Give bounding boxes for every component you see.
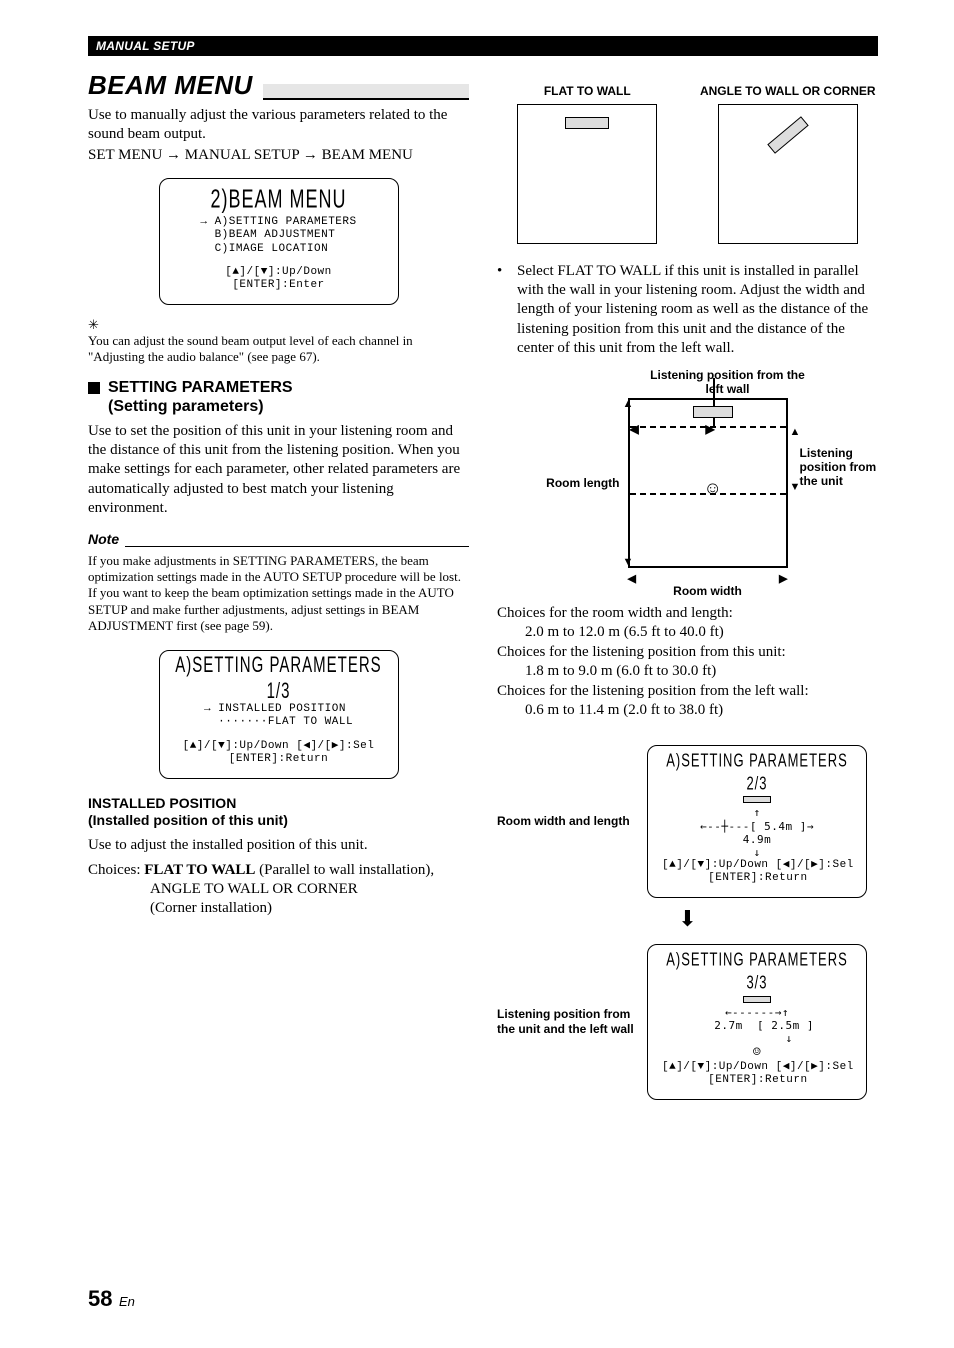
setting-parameters-heading: SETTING PARAMETERS (Setting parameters) (88, 378, 469, 416)
room-length-arrows-icon: ▲▼ (623, 398, 634, 568)
lcd-beam-menu: 2)BEAM MENU → A)SETTING PARAMETERS B)BEA… (159, 178, 399, 306)
lcd3-height-row: 4.9m (662, 833, 852, 846)
choices-room-wl-val: 2.0 m to 12.0 m (6.5 ft to 40.0 ft) (525, 623, 878, 643)
lcd4-ab-row: ←------→↑ 2.7m [ 2.5m ] ↓ (662, 1006, 852, 1046)
angle-to-wall-diagram (718, 104, 858, 244)
unit-bar-angle-icon (767, 116, 808, 153)
setting-parameters-title-b: (Setting parameters) (108, 398, 264, 415)
choice-corner: (Corner installation) (150, 899, 272, 918)
lcd4-title: A)SETTING PARAMETERS 3/3 (662, 948, 852, 993)
unit-icon (693, 406, 733, 418)
lcd3-title: A)SETTING PARAMETERS 2/3 (662, 749, 852, 794)
lcd-setting-params-2: A)SETTING PARAMETERS 2/3 ↑ ←--┼---[ 5.4m… (647, 745, 867, 899)
choices-lp-left: Choices for the listening position from … (497, 682, 878, 702)
left-column: BEAM MENU Use to manually adjust the var… (88, 84, 469, 1106)
intro-line1: Use to manually adjust the various param… (88, 106, 469, 144)
choices-lp-unit: Choices for the listening position from … (497, 643, 878, 663)
installed-position-body1: Use to adjust the installed position of … (88, 836, 469, 855)
square-bullet-icon (88, 382, 100, 394)
lcd4-person-icon: ☺ (662, 1045, 852, 1061)
right-column: FLAT TO WALL ANGLE TO WALL OR CORNER • S… (497, 84, 878, 1106)
intro-line2: SET MENU → MANUAL SETUP → BEAM MENU (88, 146, 469, 165)
choice-angle: ANGLE TO WALL OR CORNER (150, 880, 358, 899)
label-room-length: Room length (528, 476, 620, 490)
choices-block: Choices for the room width and length: 2… (497, 604, 878, 721)
flat-to-wall-diagram (517, 104, 657, 244)
tip-text: You can adjust the sound beam output lev… (88, 333, 469, 366)
lcd3-downarrow-icon: ↓ (662, 846, 852, 859)
section-title-rule: BEAM MENU (88, 84, 469, 100)
lcd3-uparrow-icon: ↑ (662, 806, 852, 819)
lcd3-nav: [▲]/[▼]:Up/Down [◀]/[▶]:Sel [ENTER]:Retu… (662, 859, 854, 885)
note-body: If you make adjustments in SETTING PARAM… (88, 553, 469, 634)
installed-position-line1: INSTALLED POSITION (88, 795, 236, 811)
lcd2-body: → INSTALLED POSITION ·······FLAT TO WALL (204, 703, 353, 729)
lcd-setting-params-1: A)SETTING PARAMETERS 1/3 → INSTALLED POS… (159, 650, 399, 779)
unit-bar-flat-icon (565, 117, 609, 129)
installation-diagrams (497, 104, 878, 244)
label-listening-from-unit: Listening position from the unit (800, 446, 890, 488)
tip-icon: ✳ (88, 317, 469, 333)
label-room-width: Room width (628, 584, 788, 598)
down-arrow-icon: ⬇ (497, 906, 878, 932)
lcd3-width-val: [ 5.4m ] (750, 820, 807, 833)
row-room-width-length: Room width and length A)SETTING PARAMETE… (497, 739, 878, 905)
page-footer: 58 En (88, 1286, 135, 1312)
lcd3-width-row: ←--┼---[ 5.4m ]→ (662, 820, 852, 833)
flat-to-wall-bullet: • Select FLAT TO WALL if this unit is in… (497, 262, 878, 358)
header-angle-to-wall: ANGLE TO WALL OR CORNER (698, 84, 879, 98)
lcd1-title: 2)BEAM MENU (174, 184, 384, 215)
two-column-layout: BEAM MENU Use to manually adjust the var… (88, 84, 878, 1106)
person-icon: ☺ (704, 478, 722, 499)
bullet-dot-icon: • (497, 262, 507, 358)
installation-mode-headers: FLAT TO WALL ANGLE TO WALL OR CORNER (497, 84, 878, 98)
installed-position-choices: Choices: FLAT TO WALL (Parallel to wall … (88, 861, 469, 919)
choices-lp-left-val: 0.6 m to 11.4 m (2.0 ft to 38.0 ft) (525, 701, 878, 721)
room-diagram: Listening position from the left wall ◀ … (508, 368, 868, 598)
choices-room-wl: Choices for the room width and length: (497, 604, 878, 624)
lcd1-body: → A)SETTING PARAMETERS B)BEAM ADJUSTMENT… (200, 216, 356, 256)
label-room-width-length: Room width and length (497, 814, 637, 829)
row-listening-position: Listening position from the unit and the… (497, 938, 878, 1106)
lcd-setting-params-3: A)SETTING PARAMETERS 3/3 ←------→↑ 2.7m … (647, 944, 867, 1100)
lcd2-nav: [▲]/[▼]:Up/Down [◀]/[▶]:Sel [ENTER]:Retu… (183, 740, 375, 766)
lcd2-title: A)SETTING PARAMETERS 1/3 (174, 653, 384, 705)
header-flat-to-wall: FLAT TO WALL (497, 84, 678, 98)
label-listening-from-left: Listening position from the left wall (648, 368, 808, 396)
page-lang: En (119, 1294, 135, 1309)
choices-lp-unit-val: 1.8 m to 9.0 m (6.0 ft to 30.0 ft) (525, 662, 878, 682)
flat-to-wall-bullet-text: Select FLAT TO WALL if this unit is inst… (517, 262, 878, 358)
arrow-right-icon: ▶ (706, 422, 715, 436)
note-label: Note (88, 531, 125, 547)
installed-position-line2: (Installed position of this unit) (88, 812, 288, 828)
lcd1-nav: [▲]/[▼]:Up/Down [ENTER]:Enter (225, 266, 332, 292)
choices-label: Choices: (88, 862, 144, 878)
lcd4-bar-icon (743, 996, 771, 1003)
page-number: 58 (88, 1286, 112, 1311)
setting-parameters-body: Use to set the position of this unit in … (88, 422, 469, 518)
banner-manual-setup: MANUAL SETUP (88, 36, 878, 56)
intro-text: Use to manually adjust the various param… (88, 106, 469, 166)
choice-flat-rest: (Parallel to wall installation), (255, 862, 434, 878)
lcd4-b-val: [ 2.5m ] (757, 1019, 814, 1032)
listening-unit-arrows-icon: ▲▼ (790, 426, 801, 493)
lcd3-bar-icon (743, 796, 771, 803)
installed-position-heading: INSTALLED POSITION (Installed position o… (88, 795, 469, 830)
note-rule: Note (88, 528, 469, 547)
setting-parameters-title-a: SETTING PARAMETERS (108, 379, 293, 396)
lcd4-nav: [▲]/[▼]:Up/Down [◀]/[▶]:Sel [ENTER]:Retu… (662, 1061, 854, 1087)
lcd3-height-val: 4.9m (743, 833, 772, 846)
choice-flat-bold: FLAT TO WALL (144, 862, 255, 878)
label-listening-position: Listening position from the unit and the… (497, 1007, 637, 1037)
section-title: BEAM MENU (88, 70, 263, 101)
lcd4-a-val: 2.7m (714, 1019, 743, 1032)
